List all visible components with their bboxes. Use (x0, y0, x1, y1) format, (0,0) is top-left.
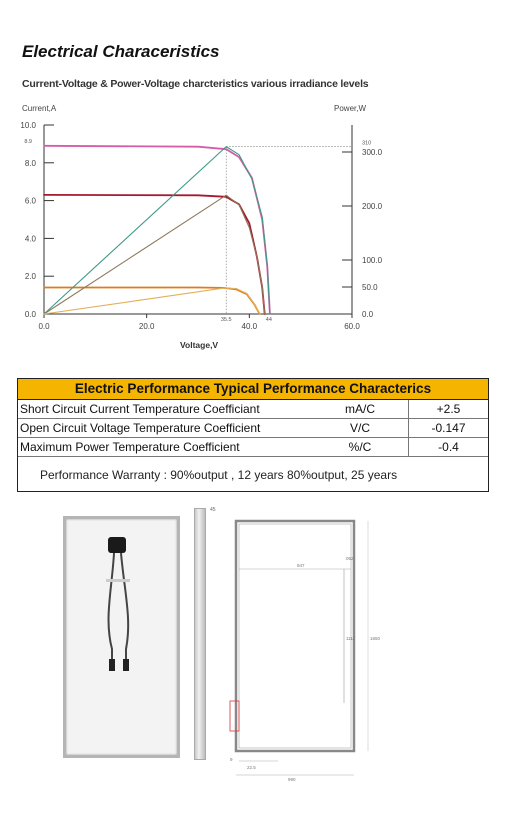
power-curve (43, 194, 266, 315)
chart-title: Current-Voltage & Power-Voltage charcter… (22, 78, 369, 90)
y-left-axis-label: Current,A (22, 104, 57, 113)
vmp-annotation: 35.5 (221, 317, 232, 323)
coefficient-value: -0.4 (408, 437, 488, 457)
dimension-drawing: 947 052 1111 1650 22.5 9 990 (229, 519, 381, 782)
coefficient-name: Open Circuit Voltage Temperature Coeffic… (18, 418, 312, 438)
pmax-annotation: 310 (362, 141, 371, 147)
y-left-tick-label: 8.0 (25, 159, 37, 168)
coefficient-value: -0.147 (408, 418, 488, 438)
dim-overall-height: 1650 (370, 636, 381, 641)
power-curve (43, 146, 271, 315)
frame-inner (238, 523, 352, 749)
section-title: Electrical Characeristics (22, 42, 220, 61)
side-thickness-label: 45 (210, 507, 216, 513)
y-right-tick-label: 0.0 (362, 310, 374, 319)
y-left-tick-label: 10.0 (20, 121, 36, 130)
y-left-tick-label: 2.0 (25, 272, 37, 281)
y-left-tick-label: 0.0 (25, 310, 37, 319)
y-right-tick-label: 50.0 (362, 283, 378, 292)
y-right-axis-label: Power,W (334, 104, 366, 113)
coefficient-unit: %/C (312, 437, 409, 457)
coefficient-name: Short Circuit Current Temperature Coeffi… (18, 400, 312, 419)
x-tick-label: 60.0 (344, 322, 360, 331)
table-row: Maximum Power Temperature Coefficient %/… (18, 437, 488, 457)
current-curve (43, 286, 261, 315)
edge-detail-marker (229, 700, 240, 732)
panel-back-photo (63, 516, 180, 758)
table-row: Short Circuit Current Temperature Coeffi… (18, 400, 488, 419)
dim-inner-width: 947 (297, 563, 305, 568)
coefficient-unit: V/C (312, 418, 409, 438)
y-left-tick-label: 6.0 (25, 197, 37, 206)
voc-annotation: 44 (266, 317, 272, 323)
performance-rows: Short Circuit Current Temperature Coeffi… (18, 400, 488, 457)
performance-table: Electric Performance Typical Performance… (17, 378, 489, 492)
coefficient-name: Maximum Power Temperature Coefficient (18, 437, 312, 457)
x-axis-label: Voltage,V (180, 340, 218, 350)
y-left-tick-label: 4.0 (25, 234, 37, 243)
panel-side-profile (194, 508, 206, 760)
coefficient-value: +2.5 (408, 400, 488, 419)
x-tick-label: 0.0 (38, 322, 50, 331)
junction-box (108, 537, 126, 553)
iv-pv-chart: 0.0 20.0 40.0 60.00.02.04.06.08.010.00.050.… (20, 104, 383, 350)
y-right-tick-label: 200.0 (362, 202, 383, 211)
x-tick-label: 40.0 (242, 322, 258, 331)
performance-warranty: Performance Warranty : 90%output , 12 ye… (40, 468, 398, 482)
y-right-tick-label: 100.0 (362, 256, 383, 265)
panel-cables (106, 552, 130, 671)
dim-small-gap: 22.5 (247, 765, 256, 770)
frame-outer (234, 519, 356, 753)
isc-annotation: 8.9 (24, 139, 32, 145)
power-curve (43, 287, 261, 315)
table-row: Open Circuit Voltage Temperature Coeffic… (18, 418, 488, 438)
y-right-tick-label: 300.0 (362, 148, 383, 157)
dim-left-marker: 9 (230, 757, 233, 762)
dim-overall-width: 990 (288, 777, 296, 782)
coefficient-unit: mA/C (312, 400, 409, 419)
dim-top-offset: 052 (346, 556, 354, 561)
performance-table-title: Electric Performance Typical Performance… (18, 379, 488, 400)
dim-hole-spacing: 1111 (346, 636, 356, 641)
x-tick-label: 20.0 (139, 322, 155, 331)
